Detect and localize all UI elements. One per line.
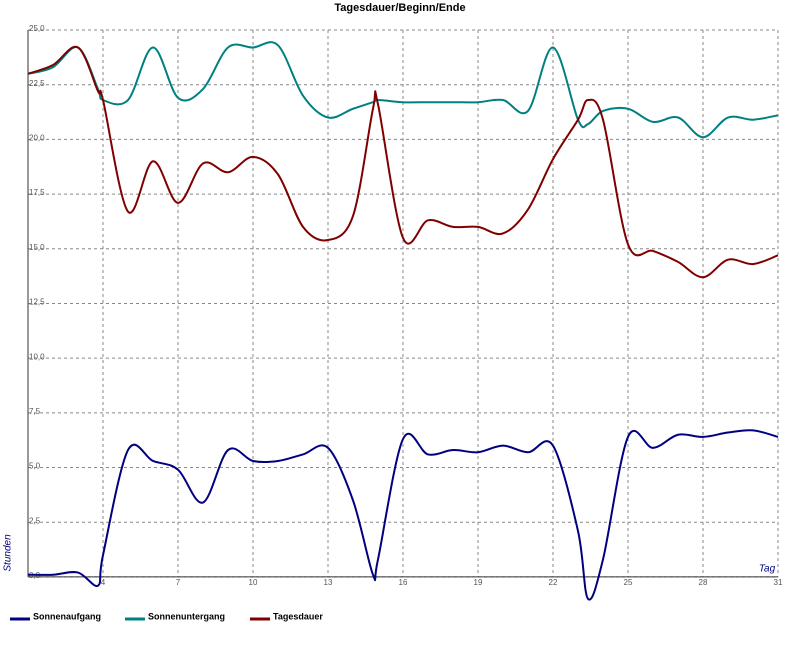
- y-tick-label: 22,5: [29, 79, 45, 88]
- x-tick-label: 7: [176, 578, 181, 587]
- y-tick-label: 5,0: [29, 462, 41, 471]
- legend-label: Sonnenaufgang: [33, 611, 101, 621]
- x-axis-label: Tag: [759, 564, 776, 575]
- legend-label: Tagesdauer: [273, 611, 323, 621]
- chart-title: Tagesdauer/Beginn/Ende: [334, 2, 465, 14]
- x-tick-label: 10: [249, 578, 258, 587]
- y-tick-label: 15,0: [29, 243, 45, 252]
- x-tick-label: 4: [101, 578, 106, 587]
- x-tick-label: 31: [774, 578, 783, 587]
- series-line: [27, 429, 779, 601]
- y-axis-label: Stunden: [3, 534, 14, 572]
- series-line: [27, 41, 779, 139]
- x-tick-label: 13: [324, 578, 333, 587]
- x-tick-label: 25: [624, 578, 633, 587]
- series-line: [27, 45, 779, 279]
- y-tick-label: 10,0: [29, 352, 45, 361]
- y-tick-label: 2,5: [29, 516, 41, 525]
- x-tick-label: 28: [699, 578, 708, 587]
- y-tick-label: 7,5: [29, 407, 41, 416]
- x-tick-label: 19: [474, 578, 483, 587]
- y-tick-label: 20,0: [29, 133, 45, 142]
- x-tick-label: 16: [399, 578, 408, 587]
- legend-label: Sonnenuntergang: [148, 611, 225, 621]
- y-tick-label: 12,5: [29, 298, 45, 307]
- y-tick-label: 17,5: [29, 188, 45, 197]
- x-tick-label: 22: [549, 578, 558, 587]
- y-tick-label: 25,0: [29, 24, 45, 33]
